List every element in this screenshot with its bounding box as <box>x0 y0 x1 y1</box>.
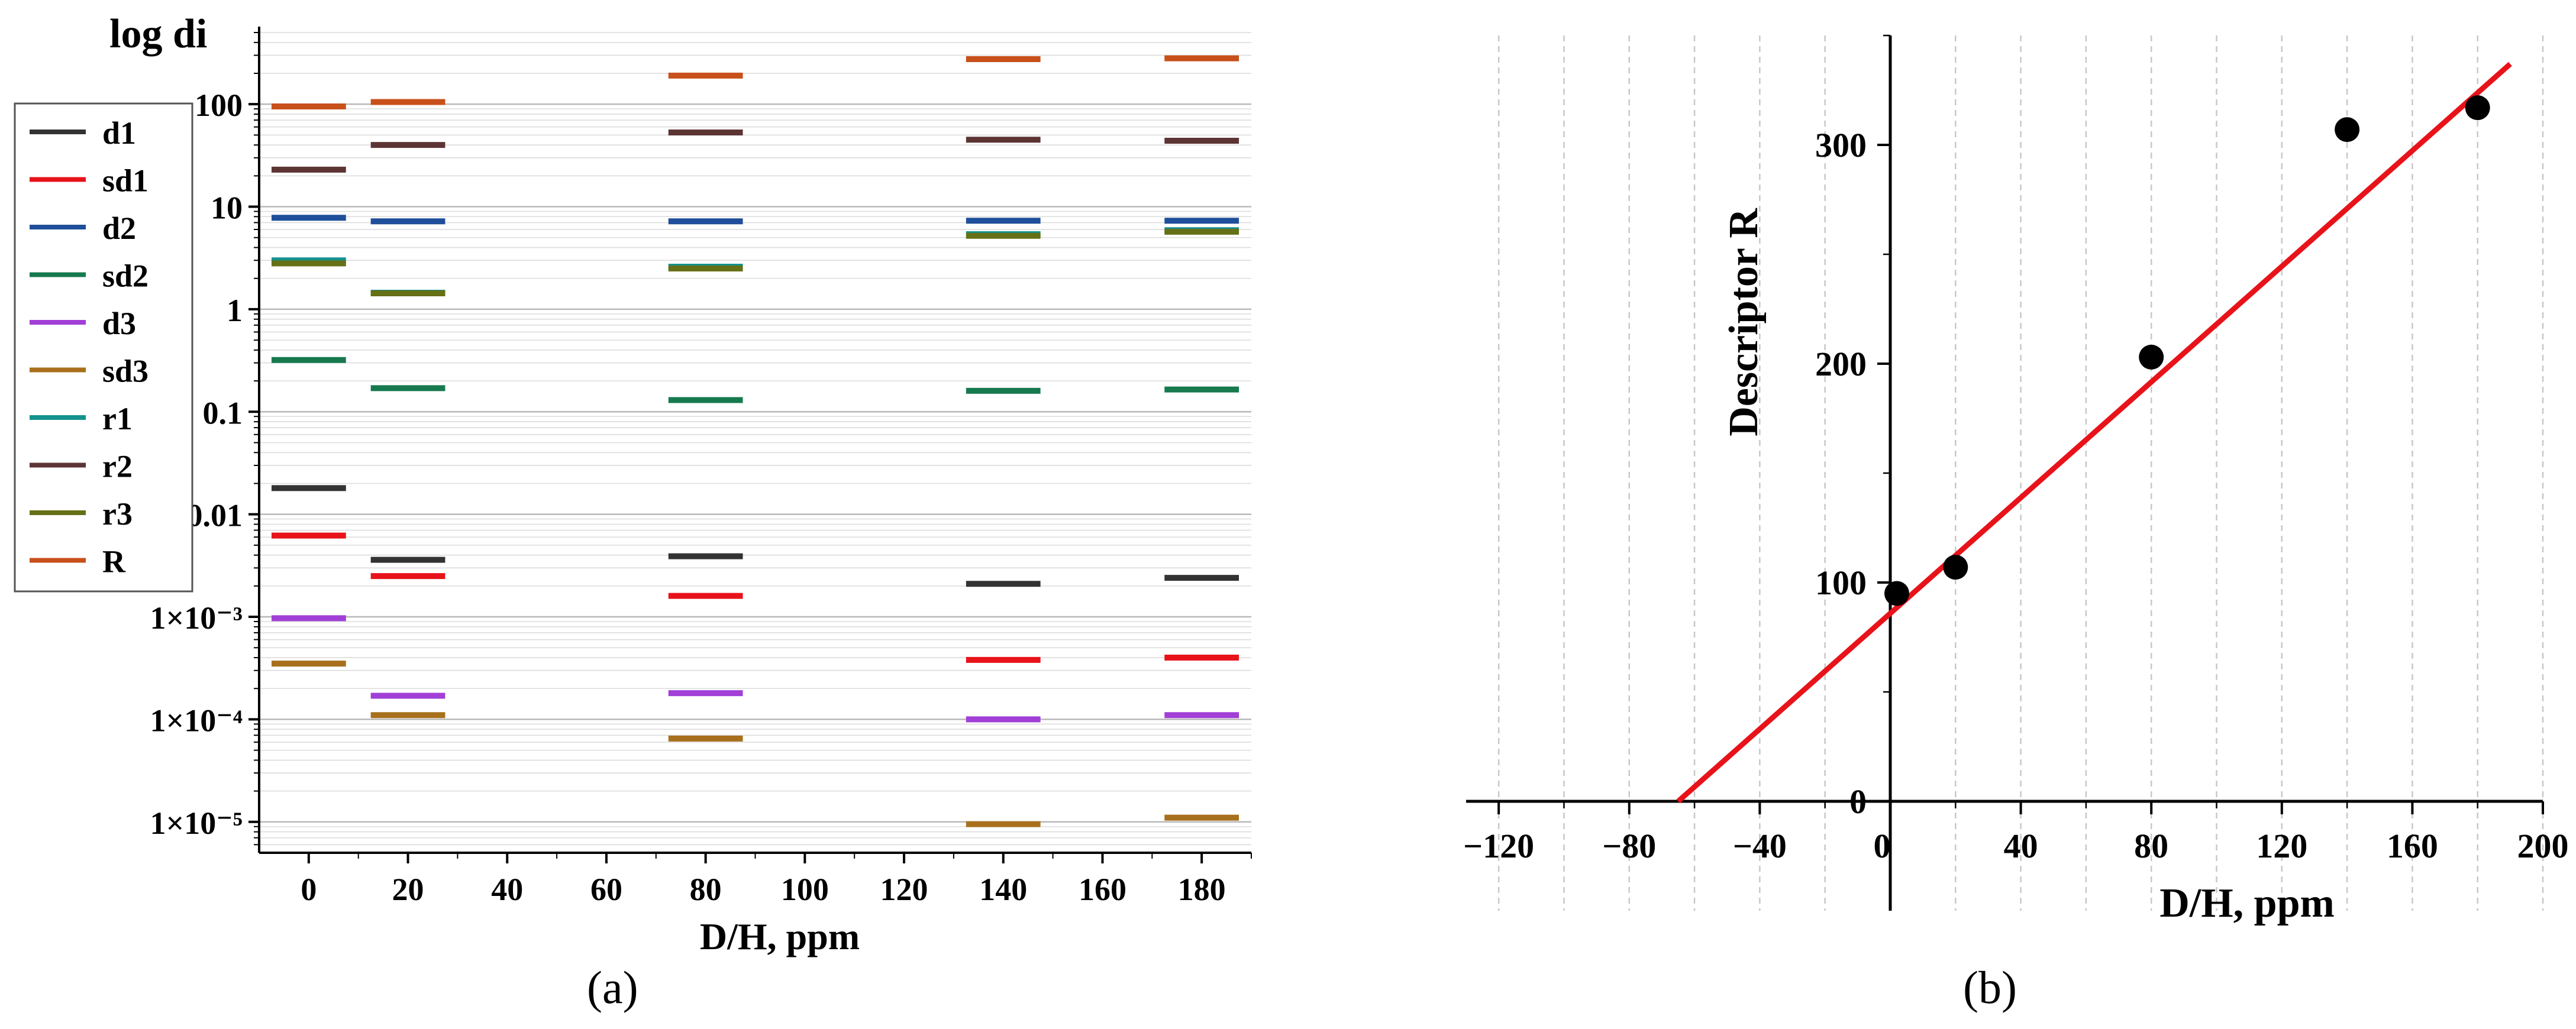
a-legend: d1 sd1 d2 sd2 d3 sd3 r1 r2 r3 R <box>14 102 193 593</box>
b-y-axis-label: Descriptor R <box>1721 208 1767 436</box>
b-data-points <box>1884 95 2490 606</box>
caption-b: (b) <box>1963 962 2017 1013</box>
a-y-tick-label: 1 <box>227 293 243 328</box>
a-legend-box <box>14 102 193 593</box>
b-data-point-1 <box>1943 555 1968 580</box>
a-y-tick-label: 100 <box>195 88 243 123</box>
b-axes <box>1466 34 2544 911</box>
a-y-tick-label: 0.01 <box>187 498 243 533</box>
a-x-tick-label: 20 <box>392 872 424 907</box>
a-axes <box>248 27 1252 863</box>
chart-panel-b: −120 −80 −40 0 40 80 120 160 200 0 100 200 300 D/H, … <box>1463 34 2569 926</box>
a-legend-label: sd1 <box>102 163 149 199</box>
a-legend-label: sd3 <box>102 354 149 389</box>
b-x-tick-label: 120 <box>2256 827 2307 865</box>
a-legend-label: R <box>102 544 126 580</box>
b-x-tick-label: 40 <box>2004 827 2038 865</box>
chart-panel-a: 100 10 1 0.1 0.01 1×10⁻³ 1×10⁻⁴ 1×10⁻⁵ 0 20 40 60 80… <box>14 11 1252 957</box>
b-y-tick-label: 0 <box>1849 782 1867 821</box>
b-x-axis-label: D/H, ppm <box>2159 881 2335 926</box>
b-data-point-2 <box>2139 344 2164 370</box>
b-regression-line <box>1676 62 2512 804</box>
b-gridlines <box>1497 35 2544 911</box>
b-x-tick-label: 80 <box>2134 827 2168 865</box>
b-y-tick-label: 100 <box>1815 564 1867 602</box>
a-y-tick-label: 0.1 <box>203 395 243 431</box>
a-y-tick-label: 1×10⁻⁵ <box>150 805 243 841</box>
b-data-point-0 <box>1884 581 1909 606</box>
a-x-axis-label: D/H, ppm <box>700 915 860 957</box>
a-y-tick-label: 1×10⁻⁴ <box>150 703 243 738</box>
b-fit-line <box>1676 62 2512 804</box>
b-x-tick-label: −40 <box>1733 827 1787 865</box>
b-x-tick-label: 0 <box>1873 827 1890 865</box>
a-x-tick-label: 60 <box>590 872 622 907</box>
a-legend-label: r2 <box>102 449 133 484</box>
a-x-tick-label: 120 <box>880 872 928 907</box>
a-x-tick-label: 100 <box>781 872 829 907</box>
b-tick-labels: −120 −80 −40 0 40 80 120 160 200 0 100 200 300 <box>1463 126 2568 865</box>
b-data-point-4 <box>2465 95 2490 121</box>
a-y-tick-label: 1×10⁻³ <box>150 600 243 636</box>
b-y-tick-label: 200 <box>1815 345 1867 383</box>
a-tick-labels: 100 10 1 0.1 0.01 1×10⁻³ 1×10⁻⁴ 1×10⁻⁵ 0 20 40 60 80… <box>150 88 1226 907</box>
b-data-point-3 <box>2335 117 2360 143</box>
b-x-tick-label: 160 <box>2387 827 2438 865</box>
b-x-tick-label: −80 <box>1602 827 1656 865</box>
a-legend-label: sd2 <box>102 258 149 294</box>
a-y-axis-label: log di <box>109 11 207 57</box>
a-legend-label: r1 <box>102 401 133 436</box>
a-x-tick-label: 80 <box>690 872 722 907</box>
b-x-tick-label: −120 <box>1463 827 1534 865</box>
a-x-tick-label: 140 <box>979 872 1027 907</box>
a-x-tick-label: 0 <box>301 872 317 907</box>
a-y-tick-label: 10 <box>211 190 243 226</box>
caption-a: (a) <box>587 962 638 1013</box>
a-legend-label: d2 <box>102 211 136 246</box>
b-y-tick-label: 300 <box>1815 126 1867 164</box>
a-x-tick-label: 160 <box>1079 872 1126 907</box>
b-x-tick-label: 200 <box>2517 827 2569 865</box>
a-legend-label: d1 <box>102 115 136 151</box>
a-legend-label: d3 <box>102 306 136 341</box>
a-series-marks <box>271 55 1239 827</box>
a-gridlines <box>259 32 1251 846</box>
a-x-tick-label: 40 <box>491 872 523 907</box>
a-x-tick-label: 180 <box>1178 872 1226 907</box>
a-legend-label: r3 <box>102 496 133 532</box>
